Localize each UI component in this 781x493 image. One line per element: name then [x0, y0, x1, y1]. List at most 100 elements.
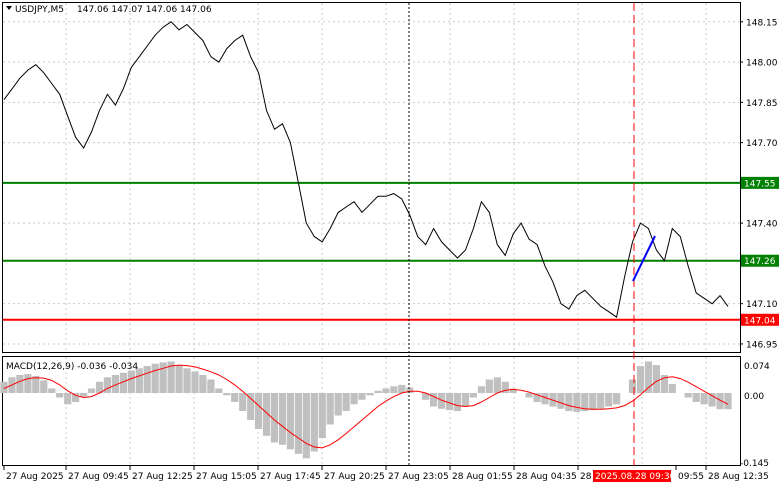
level-label-2: 147.04 — [744, 316, 776, 326]
triangle-down-icon[interactable] — [6, 6, 12, 10]
macd-bar — [48, 388, 56, 393]
macd-bar — [175, 365, 183, 393]
macd-bar — [453, 393, 462, 411]
macd-bar — [581, 393, 589, 411]
macd-bar — [143, 366, 151, 393]
macd-bar — [644, 361, 653, 393]
macd-panel[interactable] — [2, 356, 741, 466]
macd-bar — [159, 362, 167, 393]
macd-bar — [509, 388, 517, 393]
macd-bar — [700, 393, 708, 405]
macd-bar — [406, 387, 414, 393]
ohlc-values: 147.06 147.07 147.06 147.06 — [77, 5, 212, 15]
macd-bar — [461, 393, 470, 407]
macd-bar — [318, 393, 326, 438]
level-tag-1 — [741, 254, 779, 267]
time-label: 27 Aug 15:05 — [196, 472, 257, 482]
macd-series — [0, 361, 732, 459]
macd-bar — [485, 379, 493, 393]
macd-bar — [247, 393, 255, 420]
macd-bar — [135, 368, 143, 394]
macd-bar — [199, 375, 207, 393]
macd-bar — [390, 386, 398, 394]
level-label-0: 147.55 — [744, 179, 776, 189]
macd-level-low: -0.145 — [740, 459, 769, 469]
macd-bar — [430, 393, 438, 407]
symbol-info: USDJPY,M5 — [15, 5, 64, 15]
macd-bar — [72, 393, 80, 402]
time-label-highlight: 2025.08.28 09:30 — [595, 472, 676, 482]
macd-bar — [95, 381, 104, 394]
macd-bar — [270, 393, 279, 443]
macd-bar — [231, 393, 239, 402]
macd-bar — [334, 393, 342, 416]
macd-bar — [342, 393, 350, 411]
price-series — [3, 21, 729, 318]
price-tick-label: 147.70 — [746, 139, 778, 149]
level-label-1: 147.26 — [744, 257, 776, 267]
macd-bar — [660, 375, 668, 393]
price-tick-label: 148.00 — [746, 59, 778, 69]
macd-bar — [628, 379, 637, 393]
macd-bar — [573, 393, 581, 412]
macd-bar — [191, 371, 199, 393]
price-line — [3, 21, 729, 318]
trend-segment[interactable] — [632, 235, 656, 282]
macd-bar — [255, 393, 263, 429]
macd-bar — [215, 388, 223, 393]
macd-bar — [40, 380, 48, 393]
macd-bar — [207, 379, 215, 393]
macd-bar — [263, 393, 271, 436]
time-highlight-box — [593, 470, 671, 482]
time-label: 28 Aug 01:55 — [452, 472, 513, 482]
macd-bar — [183, 368, 191, 394]
macd-bar — [358, 393, 366, 400]
macd-bar — [668, 384, 676, 393]
macd-bar — [438, 393, 446, 409]
macd-bar — [302, 393, 310, 459]
time-label: 27 Aug 12:25 — [132, 472, 193, 482]
macd-bar — [80, 393, 88, 397]
macd-bar — [374, 390, 382, 394]
macd-bar — [422, 393, 430, 400]
time-label: 27 Aug 17:45 — [260, 472, 321, 482]
macd-bar — [366, 393, 374, 396]
horizontal-levels[interactable]: 147.55 147.26 147.04 — [3, 176, 779, 326]
macd-bar — [446, 393, 454, 411]
macd-bar — [87, 388, 96, 393]
price-tick-label: 147.40 — [746, 220, 778, 230]
macd-bar — [167, 361, 175, 393]
price-panel[interactable] — [2, 2, 741, 353]
macd-bar — [469, 393, 477, 398]
macd-bar — [557, 393, 565, 409]
macd-bar — [350, 393, 358, 405]
macd-bar — [127, 370, 135, 393]
macd-bar — [636, 366, 645, 393]
level-tag-2 — [741, 313, 779, 326]
price-tick-label: 147.10 — [746, 300, 778, 310]
macd-bar — [501, 381, 509, 394]
macd-bar — [239, 393, 247, 411]
macd-bar — [382, 388, 390, 393]
macd-bar — [652, 365, 660, 393]
macd-bar — [326, 393, 334, 425]
time-label: 27 Aug 20:25 — [324, 472, 385, 482]
time-label: 28 Aug 12:35 — [708, 472, 769, 482]
time-label: 28 — [580, 472, 592, 482]
macd-bar — [111, 375, 119, 393]
macd-bar — [398, 384, 406, 393]
macd-bar — [565, 393, 573, 411]
macd-bar — [310, 393, 318, 452]
macd-bar — [692, 393, 700, 402]
macd-bar — [716, 393, 724, 410]
macd-bar — [541, 393, 549, 405]
grid — [3, 3, 740, 465]
macd-bar — [286, 393, 294, 450]
macd-bar — [294, 393, 302, 454]
macd-bar — [525, 393, 533, 398]
macd-bar — [64, 393, 72, 405]
macd-bar — [103, 377, 111, 394]
time-label: 27 Aug 09:45 — [68, 472, 129, 482]
